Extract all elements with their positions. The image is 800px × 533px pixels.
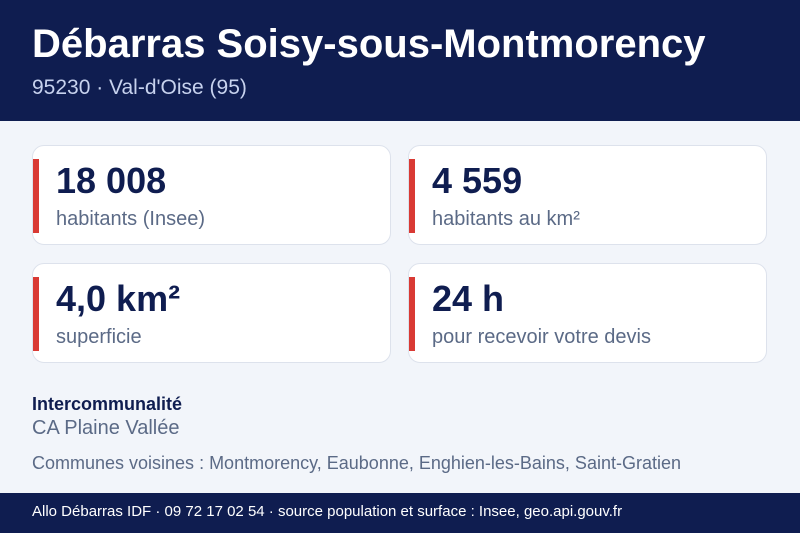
stat-label: habitants au km² — [432, 208, 580, 230]
stat-label: superficie — [56, 326, 142, 348]
stat-card: 24 h pour recevoir votre devis — [408, 263, 767, 363]
section-label: Intercommunalité — [32, 394, 183, 414]
stat-value: 4 559 — [432, 160, 523, 201]
stat-label: pour recevoir votre devis — [432, 326, 651, 348]
stat-label: habitants (Insee) — [56, 208, 205, 230]
section-value: CA Plaine Vallée — [32, 417, 180, 439]
stat-card: 18 008 habitants (Insee) — [32, 145, 391, 245]
stat-value: 4,0 km² — [56, 278, 181, 319]
header: Débarras Soisy-sous-Montmorency 95230 · … — [0, 0, 800, 121]
stat-value: 18 008 — [56, 160, 167, 201]
footer-text: Allo Débarras IDF · 09 72 17 02 54 · sou… — [32, 503, 623, 520]
subtitle: 95230 · Val-d'Oise (95) — [32, 76, 247, 99]
footer: Allo Débarras IDF · 09 72 17 02 54 · sou… — [0, 493, 800, 533]
title: Débarras Soisy-sous-Montmorency — [32, 22, 706, 66]
neighbors: Communes voisines : Montmorency, Eaubonn… — [32, 453, 681, 473]
stat-card: 4,0 km² superficie — [32, 263, 391, 363]
stat-card: 4 559 habitants au km² — [408, 145, 767, 245]
stat-value: 24 h — [432, 278, 505, 319]
